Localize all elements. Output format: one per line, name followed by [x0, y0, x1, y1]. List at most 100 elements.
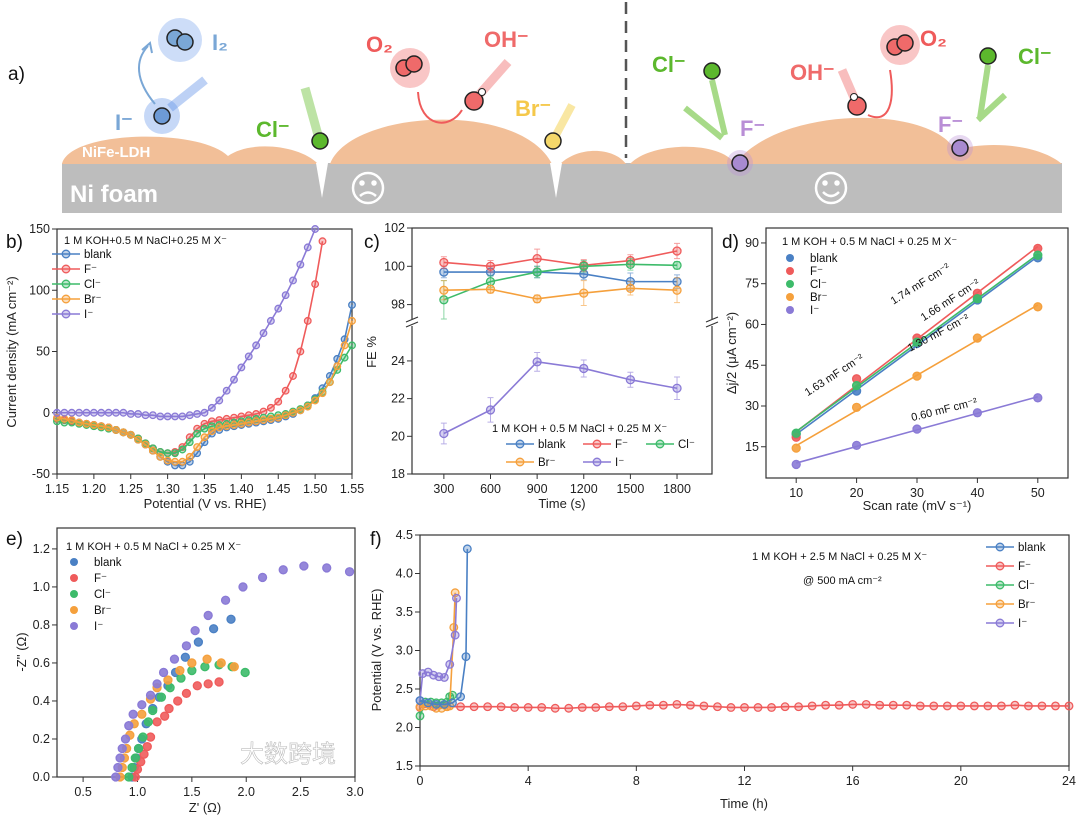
- data-point: [163, 449, 172, 458]
- series-F: [439, 242, 682, 273]
- data-point: [169, 654, 180, 664]
- x-tick-label: 40: [970, 486, 984, 500]
- data-point: [171, 412, 179, 421]
- legend-label: I⁻: [94, 621, 103, 633]
- x-tick-label: 1500: [616, 482, 644, 496]
- axis-break-mark: [705, 316, 719, 328]
- data-point: [97, 408, 106, 417]
- data-point: [112, 425, 120, 434]
- series-line-F: [443, 250, 678, 268]
- data-point: [579, 363, 589, 374]
- chart-panel-f: f) 0 4 8 12 16 20 24 1.5 2.0 2.5 3.0 3.5 4.0 4.5 Time (…: [369, 528, 1076, 811]
- y-tick-label: 0.2: [33, 732, 50, 746]
- data-point: [259, 416, 268, 425]
- error-bar: [627, 371, 634, 388]
- legend-label: Br⁻: [538, 457, 556, 469]
- data-point: [625, 283, 636, 293]
- data-point: [240, 667, 250, 678]
- data-point: [113, 762, 123, 773]
- corrosion-crack-right: [550, 163, 562, 198]
- data-point: [340, 341, 349, 350]
- chloride-ion-icon: [300, 86, 329, 150]
- y-tick-label: 150: [29, 222, 50, 236]
- data-point: [137, 709, 147, 719]
- x-tick-label: 1.55: [340, 482, 364, 496]
- data-point: [156, 452, 165, 461]
- data-point: [791, 443, 801, 453]
- data-point: [848, 699, 858, 709]
- data-point: [119, 408, 128, 417]
- data-point: [672, 260, 682, 270]
- legend-label: F⁻: [94, 573, 107, 585]
- data-point: [215, 423, 224, 432]
- nife-ldh-label: NiFe-LDH: [82, 144, 150, 161]
- data-point: [274, 304, 283, 313]
- data-point: [344, 567, 355, 577]
- series-Cl: [791, 250, 1043, 438]
- x-axis-label: Z' (Ω): [189, 800, 221, 815]
- data-point: [237, 419, 246, 428]
- data-point: [311, 396, 320, 405]
- legend-item-F: F⁻: [583, 439, 628, 451]
- legend-item-Br: Br⁻: [986, 599, 1036, 611]
- legend-label: blank: [84, 249, 112, 261]
- data-point: [124, 721, 134, 731]
- series-Br: [53, 316, 356, 466]
- x-tick-label: 2.0: [238, 785, 255, 799]
- data-point: [461, 652, 471, 662]
- legend-marker: [786, 280, 794, 288]
- data-point: [579, 261, 589, 271]
- legend-item-blank: blank: [786, 253, 838, 265]
- data-point: [861, 699, 871, 709]
- error-bar: [487, 397, 494, 423]
- ion-label-bromide: Br⁻: [515, 96, 551, 121]
- series-line-blank: [443, 271, 678, 283]
- data-point: [160, 711, 170, 721]
- data-point: [672, 285, 682, 295]
- data-point: [171, 457, 179, 466]
- data-point: [185, 438, 194, 447]
- data-point: [485, 284, 496, 294]
- y-tick-label: 0.0: [33, 770, 50, 784]
- data-point: [996, 701, 1006, 711]
- data-point: [252, 341, 261, 350]
- data-point: [791, 428, 801, 438]
- error-bar: [580, 359, 587, 378]
- legend-item-blank: blank: [506, 439, 566, 451]
- data-point: [672, 246, 682, 256]
- legend-marker: [995, 561, 1005, 571]
- series-line-Br: [443, 287, 678, 300]
- legend-item-Br: Br⁻: [70, 605, 112, 617]
- data-point: [222, 386, 231, 395]
- legend: blank F⁻ Cl⁻ Br⁻ I⁻: [986, 542, 1046, 630]
- series-line-Cl: [443, 263, 678, 301]
- legend-marker: [786, 267, 794, 275]
- legend-marker: [592, 457, 602, 467]
- hydroxide-ion-icon: [837, 68, 867, 116]
- data-point: [972, 333, 983, 343]
- x-tick-label: 1.30: [155, 482, 179, 496]
- chart-panel-b: b) 1.15 1.20 1.25 1.30 1.35 1.40 1.45 1.50 1.55 -5…: [4, 222, 364, 511]
- ion-label-fluoride: F⁻: [740, 116, 765, 141]
- oxidation-arrow-icon: [867, 69, 893, 119]
- error-bar: [674, 277, 681, 304]
- data-point: [75, 408, 84, 417]
- data-point: [579, 288, 589, 298]
- data-point: [462, 544, 472, 554]
- ni-foam-label: Ni foam: [70, 181, 158, 208]
- data-point: [163, 675, 173, 685]
- data-point: [281, 291, 290, 300]
- legend-label: Br⁻: [94, 605, 112, 617]
- data-point: [252, 417, 261, 426]
- data-point: [929, 701, 939, 711]
- series-group: [439, 242, 682, 445]
- y-tick-label: 0: [43, 406, 50, 420]
- data-point: [311, 280, 320, 289]
- data-point: [550, 703, 560, 713]
- data-point: [193, 443, 202, 451]
- data-point: [127, 762, 137, 773]
- data-point: [303, 402, 312, 411]
- data-point: [851, 440, 862, 451]
- x-axis-label: Potential (V vs. RHE): [144, 496, 267, 511]
- data-point: [972, 294, 983, 304]
